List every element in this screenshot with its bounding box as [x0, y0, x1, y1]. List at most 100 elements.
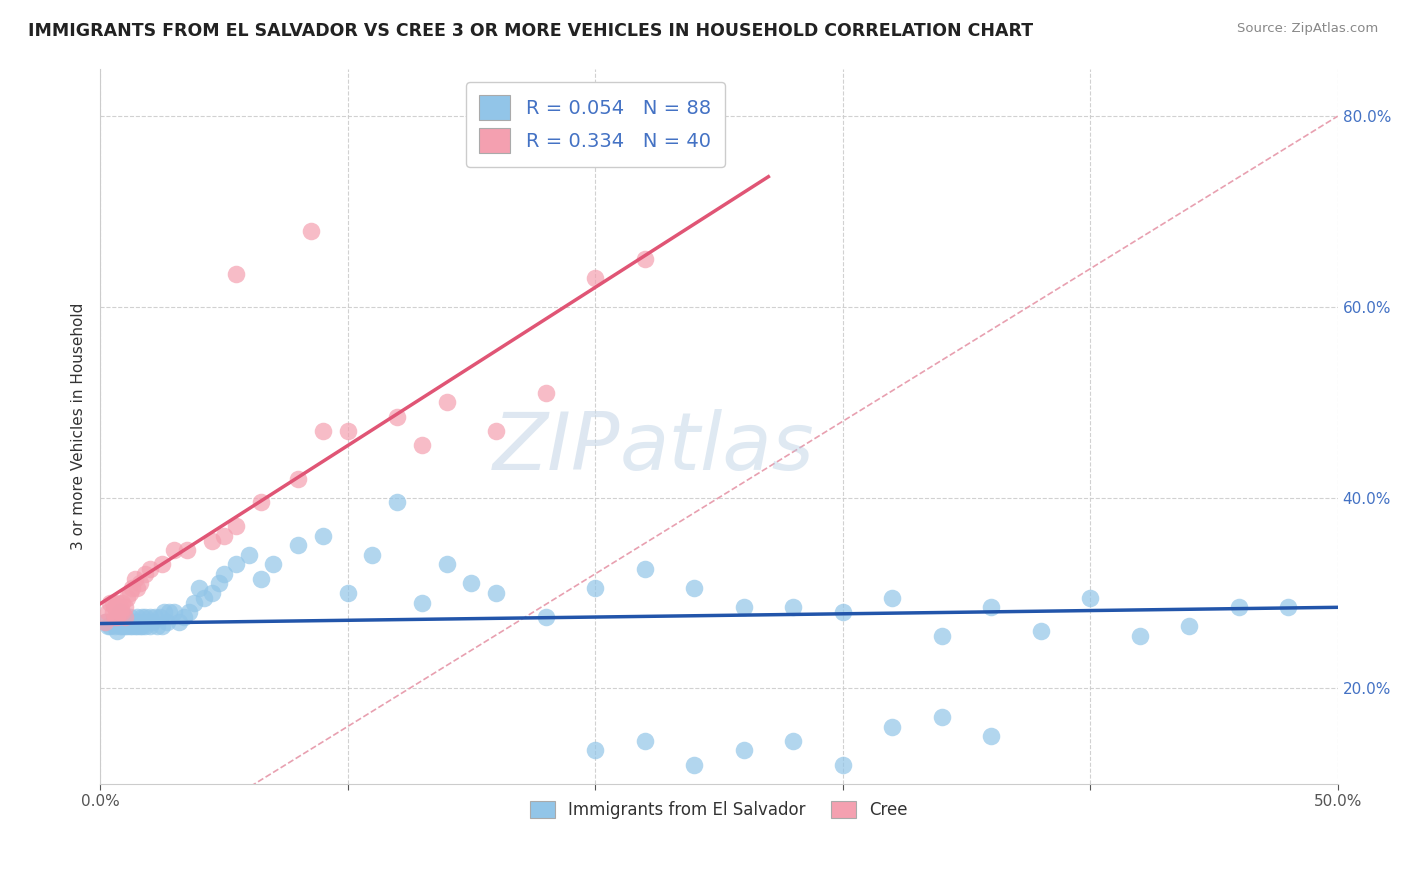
Point: [683, 581, 706, 595]
Point: [583, 743, 606, 757]
Point: [114, 610, 136, 624]
Point: [111, 610, 134, 624]
Point: [117, 619, 139, 633]
Point: [134, 610, 156, 624]
Point: [108, 605, 131, 619]
Point: [361, 548, 384, 562]
Text: Source: ZipAtlas.com: Source: ZipAtlas.com: [1237, 22, 1378, 36]
Point: [633, 734, 655, 748]
Point: [733, 743, 755, 757]
Point: [127, 581, 149, 595]
Point: [212, 529, 235, 543]
Point: [225, 267, 247, 281]
Point: [385, 409, 408, 424]
Point: [108, 600, 131, 615]
Point: [336, 424, 359, 438]
Point: [225, 558, 247, 572]
Point: [633, 252, 655, 267]
Point: [238, 548, 260, 562]
Point: [1178, 619, 1201, 633]
Point: [150, 558, 173, 572]
Point: [111, 605, 134, 619]
Point: [107, 610, 129, 624]
Point: [138, 562, 160, 576]
Point: [146, 619, 169, 633]
Point: [138, 610, 160, 624]
Point: [96, 619, 118, 633]
Point: [163, 605, 186, 619]
Point: [633, 562, 655, 576]
Point: [101, 596, 124, 610]
Point: [176, 543, 198, 558]
Y-axis label: 3 or more Vehicles in Household: 3 or more Vehicles in Household: [72, 302, 86, 549]
Point: [98, 619, 121, 633]
Point: [156, 615, 179, 629]
Point: [159, 605, 181, 619]
Point: [1277, 600, 1299, 615]
Point: [134, 619, 156, 633]
Point: [200, 586, 222, 600]
Point: [436, 395, 458, 409]
Point: [183, 596, 205, 610]
Point: [882, 719, 904, 733]
Point: [733, 600, 755, 615]
Point: [141, 615, 163, 629]
Point: [1129, 629, 1152, 643]
Point: [188, 581, 211, 595]
Point: [121, 619, 143, 633]
Point: [150, 619, 173, 633]
Point: [225, 519, 247, 533]
Point: [169, 615, 191, 629]
Point: [1078, 591, 1101, 605]
Point: [583, 271, 606, 285]
Point: [127, 610, 149, 624]
Point: [782, 734, 804, 748]
Point: [121, 581, 143, 595]
Point: [299, 224, 322, 238]
Point: [980, 729, 1002, 743]
Point: [124, 615, 146, 629]
Point: [485, 586, 508, 600]
Point: [212, 566, 235, 581]
Text: atlas: atlas: [620, 409, 814, 486]
Point: [128, 619, 150, 633]
Point: [1227, 600, 1250, 615]
Point: [128, 615, 150, 629]
Text: ZIP: ZIP: [492, 409, 620, 486]
Point: [460, 576, 482, 591]
Point: [153, 605, 176, 619]
Point: [114, 619, 136, 633]
Point: [96, 605, 118, 619]
Point: [250, 572, 273, 586]
Point: [107, 610, 129, 624]
Point: [200, 533, 222, 548]
Point: [931, 629, 953, 643]
Point: [385, 495, 408, 509]
Point: [1029, 624, 1052, 639]
Point: [534, 385, 557, 400]
Point: [98, 596, 121, 610]
Point: [782, 600, 804, 615]
Point: [124, 619, 146, 633]
Point: [148, 610, 170, 624]
Point: [143, 610, 166, 624]
Point: [111, 596, 134, 610]
Point: [94, 615, 117, 629]
Point: [104, 600, 127, 615]
Point: [108, 605, 131, 619]
Point: [114, 600, 136, 615]
Point: [208, 576, 231, 591]
Point: [831, 605, 853, 619]
Point: [108, 619, 131, 633]
Point: [107, 624, 129, 639]
Point: [124, 572, 146, 586]
Point: [134, 566, 156, 581]
Point: [312, 424, 335, 438]
Point: [831, 757, 853, 772]
Point: [94, 615, 117, 629]
Text: IMMIGRANTS FROM EL SALVADOR VS CREE 3 OR MORE VEHICLES IN HOUSEHOLD CORRELATION : IMMIGRANTS FROM EL SALVADOR VS CREE 3 OR…: [28, 22, 1033, 40]
Point: [436, 558, 458, 572]
Point: [534, 610, 557, 624]
Point: [118, 586, 141, 600]
Point: [262, 558, 284, 572]
